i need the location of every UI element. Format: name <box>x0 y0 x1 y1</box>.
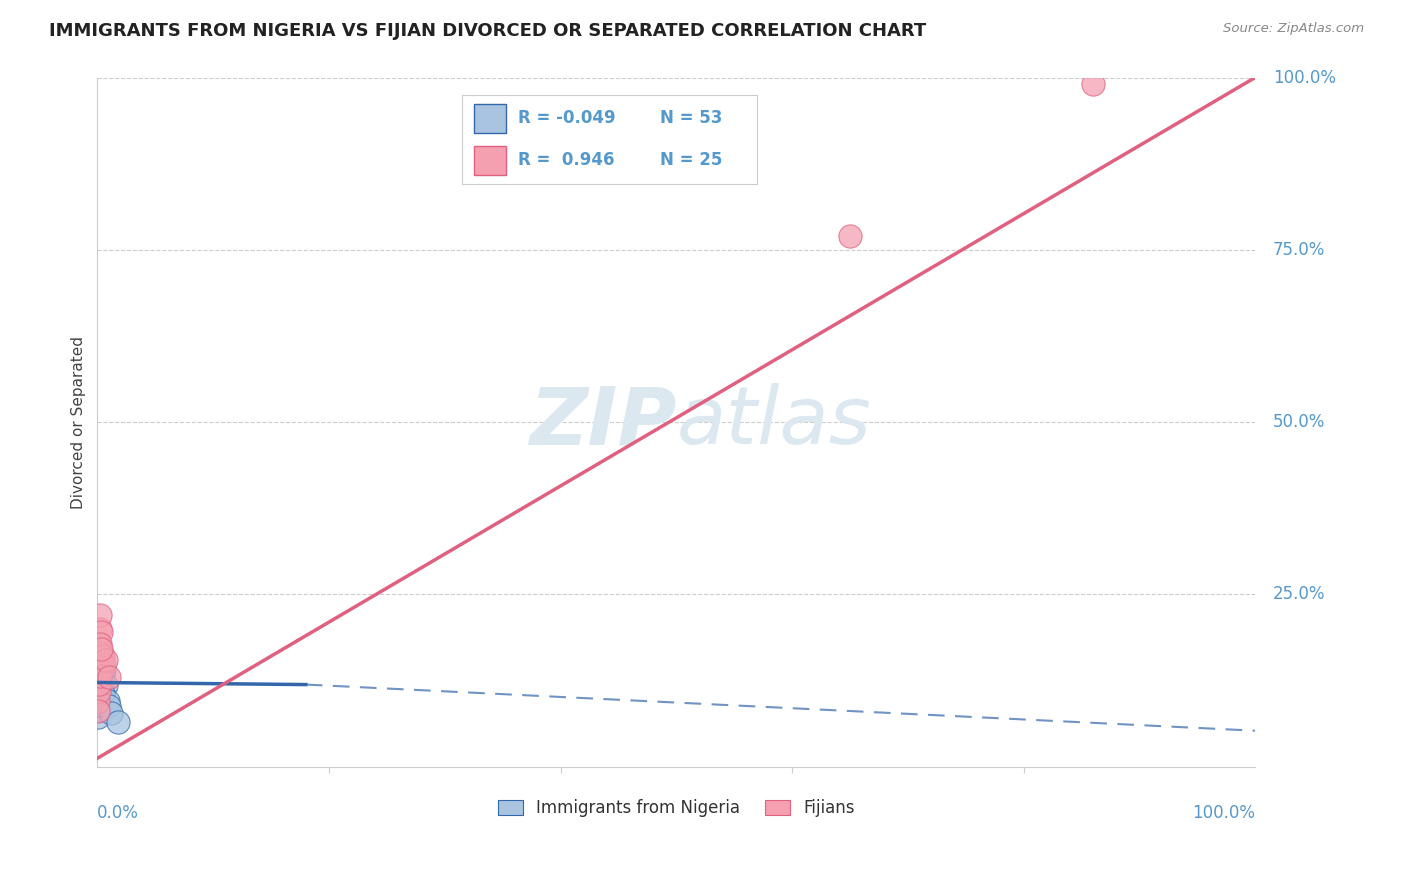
Point <box>91 666 114 681</box>
Text: IMMIGRANTS FROM NIGERIA VS FIJIAN DIVORCED OR SEPARATED CORRELATION CHART: IMMIGRANTS FROM NIGERIA VS FIJIAN DIVORC… <box>49 22 927 40</box>
Point <box>87 681 110 695</box>
Point <box>89 622 111 636</box>
Point <box>89 673 111 687</box>
Point <box>89 670 111 684</box>
Point <box>87 682 110 697</box>
Point <box>87 698 110 713</box>
Point <box>90 673 112 688</box>
Text: 100.0%: 100.0% <box>1272 69 1336 87</box>
Text: 25.0%: 25.0% <box>1272 585 1326 603</box>
Point <box>87 670 110 684</box>
Point <box>87 685 110 699</box>
Point <box>89 668 111 682</box>
Point <box>91 685 114 699</box>
Point <box>89 663 111 677</box>
Point <box>93 662 115 676</box>
Point <box>87 710 110 724</box>
Point <box>90 646 112 660</box>
Point <box>87 675 110 690</box>
Point <box>87 694 110 708</box>
Point <box>91 649 114 664</box>
Point <box>87 659 110 673</box>
Point <box>89 668 111 682</box>
Point <box>87 705 110 719</box>
Point <box>87 683 110 698</box>
Point <box>90 694 112 708</box>
Point <box>87 653 110 667</box>
Point <box>87 703 110 717</box>
Point <box>90 663 112 677</box>
Point <box>87 649 110 664</box>
Point <box>87 694 110 708</box>
Point <box>87 677 110 691</box>
Point <box>89 637 111 651</box>
Point <box>87 665 110 679</box>
Point <box>87 677 110 691</box>
Text: Source: ZipAtlas.com: Source: ZipAtlas.com <box>1223 22 1364 36</box>
Point <box>89 696 111 710</box>
Point <box>89 671 111 685</box>
Text: 0.0%: 0.0% <box>97 805 139 822</box>
Point <box>87 659 110 673</box>
Point <box>89 657 111 672</box>
Point <box>89 679 111 693</box>
Point <box>107 714 129 729</box>
Point <box>87 665 110 680</box>
Point <box>90 687 112 701</box>
Point <box>87 698 110 712</box>
Point <box>89 607 111 622</box>
Point <box>87 666 110 681</box>
Point <box>90 692 112 706</box>
Point <box>91 683 114 698</box>
Point <box>87 673 110 688</box>
Point <box>87 659 110 673</box>
Point <box>87 663 110 677</box>
Point <box>100 706 122 720</box>
Point <box>89 670 111 684</box>
Text: 50.0%: 50.0% <box>1272 413 1326 431</box>
Point <box>89 665 111 679</box>
Point <box>87 678 110 692</box>
Point <box>87 671 110 685</box>
Y-axis label: Divorced or Separated: Divorced or Separated <box>72 335 86 508</box>
Point <box>87 639 110 653</box>
Point <box>90 625 112 640</box>
Point <box>90 642 112 657</box>
Point <box>93 657 115 672</box>
Point <box>91 655 114 669</box>
Point <box>839 229 862 244</box>
Legend: Immigrants from Nigeria, Fijians: Immigrants from Nigeria, Fijians <box>491 792 862 823</box>
Point <box>87 639 110 653</box>
Point <box>87 646 110 660</box>
Point <box>89 668 111 682</box>
Point <box>91 687 114 701</box>
Point <box>87 690 110 704</box>
Point <box>87 683 110 698</box>
Point <box>97 670 120 684</box>
Point <box>97 698 120 713</box>
Point <box>87 646 110 660</box>
Point <box>87 692 110 706</box>
Point <box>87 678 110 692</box>
Point <box>89 662 111 676</box>
Point <box>94 653 117 667</box>
Text: ZIP: ZIP <box>529 383 676 461</box>
Point <box>1083 78 1105 92</box>
Point <box>87 653 110 667</box>
Point <box>91 690 114 705</box>
Point <box>94 678 117 692</box>
Text: 75.0%: 75.0% <box>1272 241 1326 259</box>
Text: atlas: atlas <box>676 383 872 461</box>
Text: 100.0%: 100.0% <box>1192 805 1256 822</box>
Point <box>97 694 120 708</box>
